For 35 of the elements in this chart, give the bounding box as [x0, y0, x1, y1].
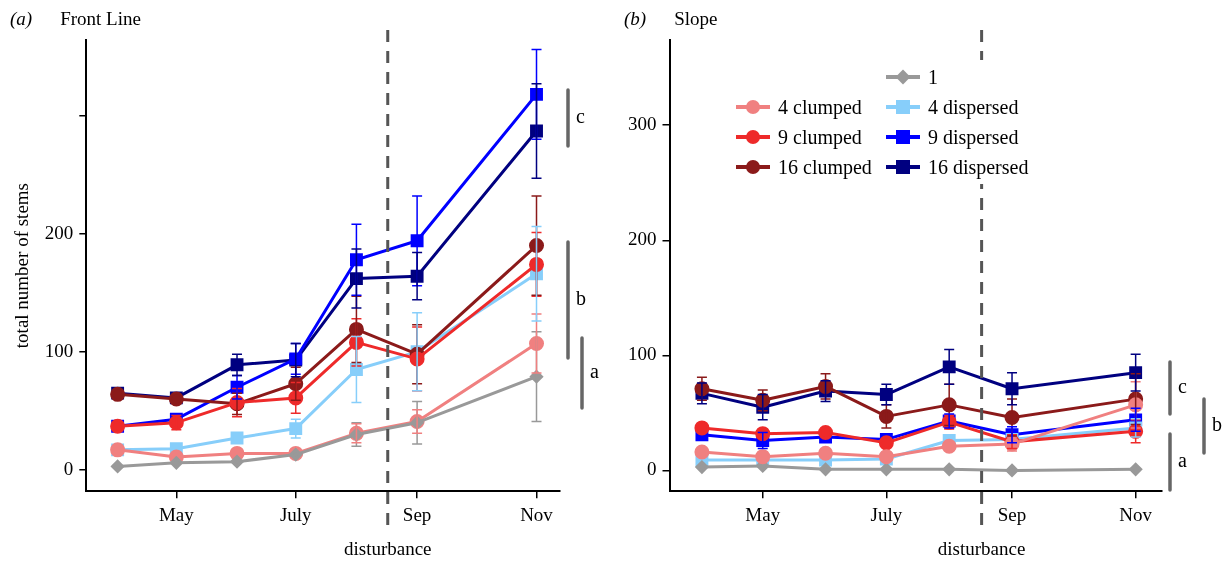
x-tick-label: Nov	[1119, 503, 1153, 525]
x-tick-label: Nov	[520, 503, 554, 525]
x-tick-label: Sep	[997, 503, 1027, 525]
legend-label: 9 dispersed	[927, 125, 1019, 149]
legend-label: 1	[927, 65, 938, 89]
legend-label: 4 dispersed	[927, 95, 1019, 119]
text: c	[576, 105, 585, 128]
x-tick-label: July	[870, 503, 903, 525]
y-axis-title: total number of stems	[11, 183, 33, 349]
chart-title: Front Line	[60, 7, 141, 29]
y-tick-label: 100	[44, 339, 74, 361]
y-tick-label: 200	[628, 228, 657, 250]
x-tick-label: May	[745, 503, 781, 525]
x-tick-label: May	[158, 503, 195, 525]
x-tick-label: Sep	[402, 503, 432, 525]
y-tick-label: 0	[647, 458, 657, 480]
text: b	[1212, 413, 1222, 436]
text: a	[1178, 449, 1187, 472]
legend-label: 4 clumped	[778, 95, 862, 119]
legend-label: 16 dispersed	[927, 155, 1029, 179]
legend-label: 9 clumped	[778, 125, 862, 149]
text: (a)	[10, 8, 33, 30]
chart-title: Slope	[674, 7, 718, 29]
legend-label: 16 clumped	[778, 155, 872, 179]
text: a	[590, 360, 599, 383]
ref-line-label: disturbance	[343, 538, 432, 560]
text: b	[576, 287, 586, 310]
y-tick-label: 100	[628, 343, 657, 365]
y-tick-label: 300	[628, 113, 657, 135]
y-tick-label: 200	[44, 221, 74, 243]
text: (b)	[624, 8, 647, 30]
ref-line-label: disturbance	[937, 538, 1026, 560]
x-tick-label: July	[279, 503, 313, 525]
y-tick-label: 0	[63, 457, 74, 479]
text: c	[1178, 375, 1187, 398]
